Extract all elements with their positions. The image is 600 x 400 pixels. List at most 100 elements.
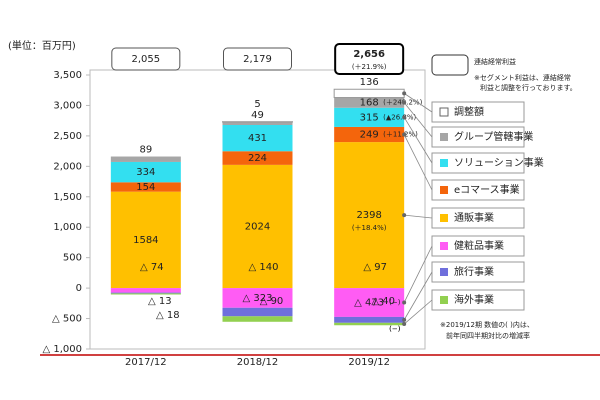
total-legend: 連結経常利益 [474,57,516,66]
connector [403,245,433,303]
value-label: 249 [360,130,379,141]
x-tick-label: 2018/12 [237,357,279,368]
bar-segment [110,292,181,294]
total-box [334,43,405,75]
total-note: 利益と調整を行っております。 [480,83,577,92]
x-tick-label: 2019/12 [348,357,390,368]
y-tick-label: 3,500 [53,70,82,81]
value-label: 2398 [356,210,381,221]
value-label: △ 18 [156,310,180,321]
value-label: 1584 [133,235,158,246]
value-label: △ 323 [243,293,273,304]
bar-segment [334,288,405,317]
total-label: 2,179 [243,54,272,65]
value-label: 168 [360,98,379,109]
change-label: (−) [389,325,401,333]
total-box [223,47,292,71]
legend-label: eコマース事業 [454,183,520,196]
bar-segment [110,191,181,289]
bar-segment [222,122,293,125]
value-label: 334 [136,167,155,178]
value-label: 5 [254,99,260,110]
connector [403,271,433,321]
value-label: △ 97 [363,262,387,273]
value-label: 2024 [245,221,270,232]
value-label: 315 [360,112,379,123]
value-label: 154 [136,182,155,193]
change-label: (＋11.2%) [383,131,418,139]
change-label: (−) [389,325,401,333]
legend-swatch [440,296,448,304]
connector-dot [402,100,407,105]
value-label: △ 13 [148,296,172,307]
value-label: △ 473 [354,298,384,309]
value-label: 431 [248,133,267,144]
total-note: ※セグメント利益は、連結経常 [474,73,571,82]
bar-segment [334,107,405,127]
bar-segment [110,182,181,192]
bar-segment [334,126,405,143]
bar-segment [222,124,293,152]
total-legend-box [431,54,469,76]
connector-dot [402,213,407,218]
bar-segment [222,288,293,308]
value-label: △ 90 [260,296,284,307]
y-tick-label: △ 500 [52,314,82,325]
connector [403,93,433,113]
value-label: △ 74 [140,262,164,273]
y-tick-label: 3,000 [53,100,82,111]
value-label: △ 40 [371,296,395,307]
legend-label: ソリューション事業 [454,156,544,169]
connector [404,214,433,219]
connector-dot [402,322,407,327]
legend-swatch [440,186,448,194]
bar-segment [334,97,405,108]
y-tick-label: 2,500 [53,131,82,142]
connector [403,299,433,325]
bar-segment [334,322,405,326]
legend-label: 調整額 [454,105,484,118]
footnote: 前年同四半期対比の増減率 [446,331,530,340]
total-label: 2,656 [353,49,385,60]
legend-label: 旅行事業 [454,265,494,278]
y-tick-label: 2,000 [53,161,82,172]
legend-label: 通販事業 [454,211,494,224]
y-tick-label: △ 1,000 [43,344,83,355]
value-label: 224 [248,153,267,164]
value-label: △ 140 [249,262,279,273]
connector-dot [402,132,407,137]
bar-segment [222,316,293,322]
y-tick-label: 1,000 [53,222,82,233]
bar-segment [222,151,293,165]
bar-segment [110,156,181,162]
bar-segment [110,293,181,295]
x-tick-label: 2017/12 [125,357,167,368]
total-box [111,47,181,71]
bar-segment [110,161,181,183]
value-label: 136 [360,77,379,88]
change-label: (▲26.8%) [383,113,416,121]
y-tick-label: 500 [63,253,82,264]
connector [403,117,433,164]
legend-swatch [440,242,448,250]
connector-dot [402,115,407,120]
change-label: (＋18.4%) [352,224,387,232]
legend-swatch [440,214,448,222]
change-label: (−) [389,299,401,307]
bar-segment [334,316,405,323]
bar-segment [334,142,405,289]
legend-swatch [439,107,449,117]
legend-swatch [440,268,448,276]
total-change: (＋21.9%) [352,63,387,71]
legend-label: 健粧品事業 [454,239,504,252]
bar-segment [222,307,293,317]
connector-dot [402,317,407,322]
legend-label: 海外事業 [454,293,494,306]
value-label: 89 [139,145,152,156]
connector [403,134,433,191]
bar-segment [333,88,405,99]
legend-swatch [440,159,448,167]
total-label: 2,055 [132,54,161,65]
y-tick-label: 1,500 [53,192,82,203]
